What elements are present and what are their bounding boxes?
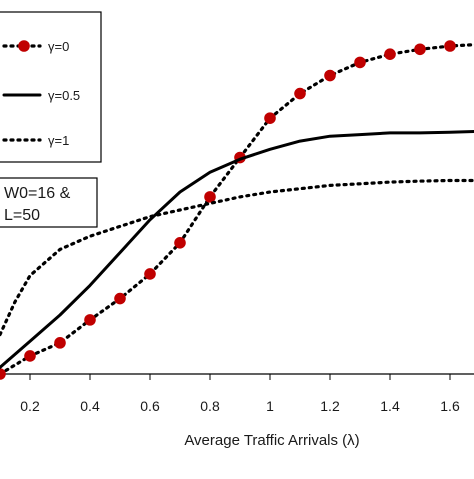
legend: γ=0 γ=0.5 γ=1 — [0, 11, 102, 163]
series-marker — [24, 350, 36, 362]
legend-label: γ=0.5 — [48, 88, 80, 103]
series-marker — [294, 87, 306, 100]
series-marker — [444, 40, 456, 52]
legend-frame — [0, 11, 102, 163]
series-layer — [0, 40, 474, 380]
series-marker — [324, 69, 336, 82]
annotation-box: W0=16 & L=50 — [0, 177, 98, 228]
series-marker — [354, 56, 366, 69]
series-marker — [204, 191, 216, 203]
x-tick-label: 1.6 — [440, 398, 460, 414]
x-axis-title: Average Traffic Arrivals (λ) — [184, 432, 359, 449]
x-tick-label: 1.4 — [380, 398, 400, 414]
x-tick-label: 0.6 — [140, 398, 160, 414]
series-marker — [84, 314, 96, 326]
series-line-1 — [0, 129, 474, 369]
annotation-frame — [0, 177, 98, 228]
series-marker — [114, 292, 126, 305]
series-marker — [414, 43, 426, 56]
series-marker — [264, 112, 276, 124]
x-tick-label: 0.4 — [80, 398, 100, 414]
annotation-line: W0=16 & — [4, 185, 71, 202]
x-tick-label: 0.8 — [200, 398, 220, 414]
legend-marker — [18, 40, 30, 52]
series-marker — [144, 268, 156, 280]
annotation-line: L=50 — [4, 207, 40, 224]
x-tick-label: 0.2 — [20, 398, 40, 414]
legend-label: γ=0 — [48, 39, 69, 54]
series-marker — [0, 368, 6, 380]
series-marker — [54, 337, 66, 349]
legend-label: γ=1 — [48, 133, 69, 148]
series-marker — [384, 48, 396, 60]
x-tick-label: 1 — [266, 398, 274, 414]
x-tick-label: 1.2 — [320, 398, 340, 414]
series-marker — [174, 237, 186, 249]
series-line-2 — [0, 178, 474, 337]
axes-layer: 0.2 0.4 0.6 0.8 1 1.2 1.4 1.6 — [0, 373, 474, 414]
